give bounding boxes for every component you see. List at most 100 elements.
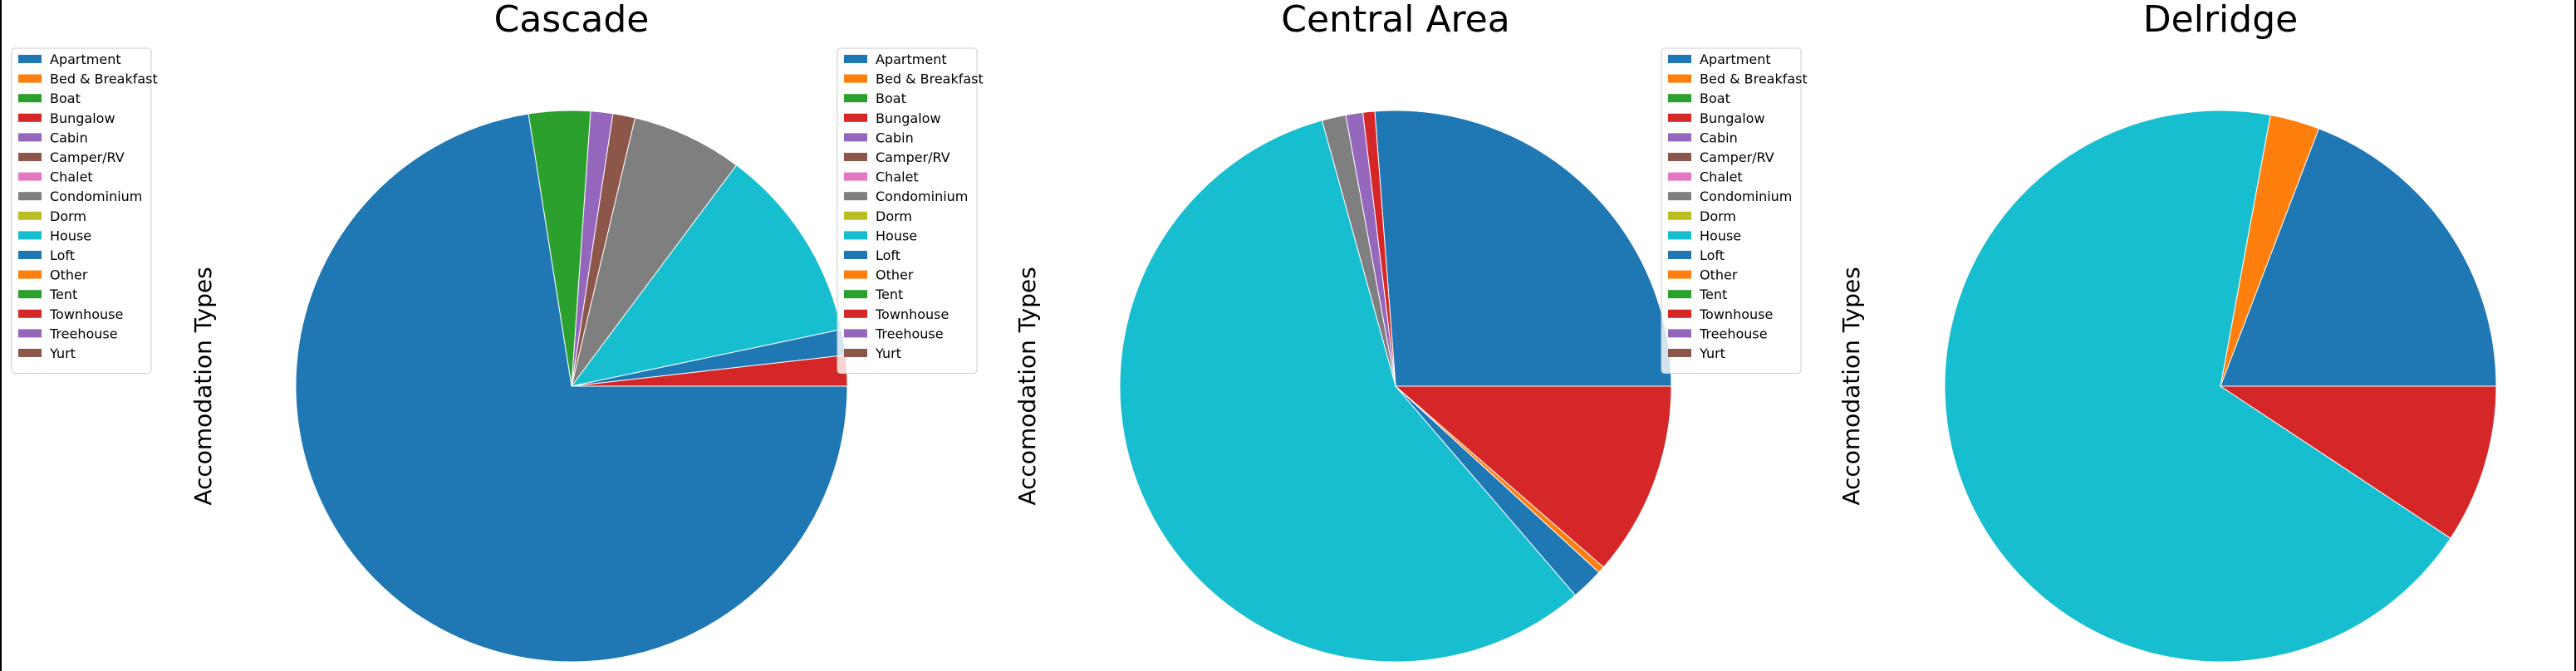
legend-swatch <box>18 55 42 63</box>
legend-swatch <box>844 113 867 122</box>
legend-label: Boat <box>1700 91 1730 106</box>
legend-swatch <box>18 74 42 83</box>
legend-label: Dorm <box>50 208 86 224</box>
pie-slice-apartment <box>2220 128 2497 387</box>
legend-label: Bed & Breakfast <box>876 71 984 87</box>
legend-label: Dorm <box>876 208 912 224</box>
legend-swatch <box>844 251 867 259</box>
legend-swatch <box>1668 153 1691 161</box>
legend-label: Chalet <box>50 169 93 185</box>
legend-label: Townhouse <box>1699 306 1773 322</box>
y-axis-label: Accomodation Types <box>189 267 217 505</box>
legend-label: Loft <box>876 247 900 263</box>
legend-swatch <box>18 309 42 318</box>
legend-swatch <box>844 94 867 103</box>
legend-label: Bed & Breakfast <box>1700 71 1808 87</box>
legend-label: Other <box>50 267 88 283</box>
pie-slice-condominium <box>571 117 738 387</box>
legend: Apartment Bed & Breakfast Boat Bungalow Cabi… <box>1661 47 1808 375</box>
legend-swatch <box>18 113 42 122</box>
legend-swatch <box>1668 55 1691 63</box>
legend-label: Treehouse <box>875 326 944 341</box>
pie-slice-townhouse <box>1394 385 1672 568</box>
legend-swatch <box>18 192 42 201</box>
y-axis-label: Accomodation Types <box>1838 267 1865 505</box>
pie-slice-townhouse <box>2219 385 2497 539</box>
pie-slices <box>1119 110 1672 663</box>
legend-label: Yurt <box>49 345 76 361</box>
panel-delridge: Delridge Accomodation Types Apartment Bed… <box>1661 0 2497 663</box>
legend-swatch <box>1668 251 1691 259</box>
legend-label: Condominium <box>876 189 968 204</box>
legend-swatch <box>844 74 867 83</box>
legend-swatch <box>844 309 867 318</box>
legend-swatch <box>1668 94 1691 103</box>
legend-label: Cabin <box>1700 130 1738 145</box>
legend-swatch <box>1668 309 1691 318</box>
legend-swatch <box>1668 329 1691 338</box>
legend: Apartment Bed & Breakfast Boat Bungalow Cabi… <box>11 47 158 375</box>
legend-label: Bungalow <box>1700 110 1765 126</box>
legend-swatch <box>1668 192 1691 201</box>
legend-swatch <box>18 290 42 299</box>
legend-swatch <box>844 329 867 338</box>
legend-label: Bungalow <box>50 110 115 126</box>
legend-label: Cabin <box>50 130 88 145</box>
legend-label: House <box>876 228 917 243</box>
legend: Apartment Bed & Breakfast Boat Bungalow Cabi… <box>837 47 984 375</box>
legend-swatch <box>844 231 867 240</box>
legend-swatch <box>844 55 867 63</box>
legend-swatch <box>1668 290 1691 299</box>
pie-slices <box>295 110 848 663</box>
legend-swatch <box>18 153 42 161</box>
pie-slice-house <box>1944 110 2451 663</box>
legend-label: Treehouse <box>49 326 118 341</box>
legend-swatch <box>844 290 867 299</box>
legend-frame <box>11 47 152 375</box>
y-axis-label: Accomodation Types <box>1013 267 1041 505</box>
legend-swatch <box>1668 211 1691 220</box>
legend-swatch <box>1668 133 1691 142</box>
chart-title: Central Area <box>1281 0 1509 41</box>
panel-cascade: Cascade Accomodation Types Apartment Bed … <box>11 0 848 663</box>
legend-swatch <box>1668 113 1691 122</box>
legend-frame <box>837 47 978 375</box>
legend-swatch <box>18 270 42 279</box>
legend-swatch <box>844 153 867 161</box>
legend-label: Camper/RV <box>50 149 125 165</box>
legend-label: Loft <box>50 247 75 263</box>
legend-swatch <box>1668 349 1691 357</box>
legend-label: Chalet <box>1700 169 1743 185</box>
legend-label: House <box>50 228 91 243</box>
legend-swatch <box>18 133 42 142</box>
legend-label: Cabin <box>876 130 914 145</box>
legend-label: Apartment <box>50 51 121 67</box>
legend-label: Camper/RV <box>1700 149 1774 165</box>
legend-label: Bungalow <box>876 110 941 126</box>
pie-slice-house <box>1119 120 1577 663</box>
legend-swatch <box>18 94 42 103</box>
legend-label: Yurt <box>1699 345 1725 361</box>
legend-swatch <box>844 211 867 220</box>
legend-label: Other <box>1700 267 1738 283</box>
legend-label: Chalet <box>876 169 919 185</box>
legend-label: Townhouse <box>875 306 949 322</box>
legend-label: Other <box>876 267 914 283</box>
legend-swatch <box>1668 270 1691 279</box>
legend-label: Bed & Breakfast <box>50 71 158 87</box>
legend-label: Apartment <box>1700 51 1771 67</box>
legend-swatch <box>18 349 42 357</box>
legend-label: Tent <box>49 287 77 302</box>
legend-label: Dorm <box>1700 208 1736 224</box>
legend-label: House <box>1700 228 1741 243</box>
legend-label: Yurt <box>875 345 901 361</box>
legend-swatch <box>18 329 42 338</box>
legend-swatch <box>18 172 42 181</box>
legend-swatch <box>844 192 867 201</box>
legend-label: Condominium <box>1700 189 1792 204</box>
legend-swatch <box>844 133 867 142</box>
legend-swatch <box>18 231 42 240</box>
pie-slice-apartment <box>295 113 848 663</box>
legend-swatch <box>844 172 867 181</box>
legend-swatch <box>1668 74 1691 83</box>
